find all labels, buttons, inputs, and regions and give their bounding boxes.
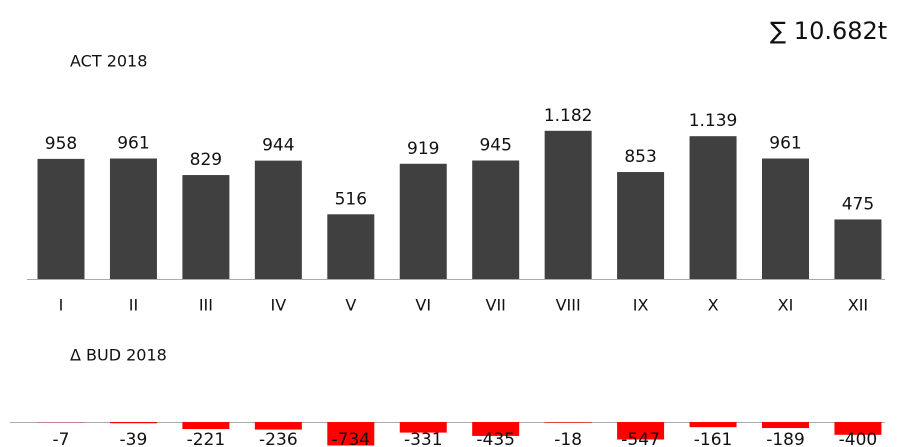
bar — [834, 422, 882, 435]
bar — [182, 422, 230, 430]
bar — [689, 136, 737, 279]
bar — [37, 158, 85, 279]
bar — [399, 422, 447, 433]
value-label: 961 — [769, 134, 801, 154]
bar — [327, 422, 375, 446]
value-label: -547 — [621, 430, 660, 447]
bar — [109, 158, 157, 279]
bar — [472, 160, 520, 279]
bar — [544, 130, 592, 279]
x-tick-label: VII — [486, 296, 506, 315]
x-tick-label: VIII — [556, 296, 581, 315]
x-tick-label: VI — [415, 296, 431, 315]
value-label: -39 — [120, 430, 148, 447]
value-label: -18 — [554, 430, 582, 447]
x-tick-label: II — [129, 296, 138, 315]
bar — [327, 214, 375, 279]
chart-title: ACT 2018 — [70, 52, 147, 71]
value-label: -435 — [476, 430, 515, 447]
value-label: -400 — [839, 430, 878, 447]
total-annotation: ∑ 10.682t — [770, 17, 887, 45]
value-label: 475 — [842, 194, 874, 214]
bar — [399, 163, 447, 279]
bar — [544, 422, 592, 423]
value-label: -221 — [187, 430, 226, 447]
x-tick-label: III — [199, 296, 213, 315]
bar — [762, 158, 809, 279]
value-label: -7 — [53, 430, 70, 447]
bar — [834, 219, 882, 279]
bar — [472, 422, 520, 436]
value-label: 961 — [117, 134, 149, 154]
bar — [762, 422, 809, 429]
bar — [109, 422, 157, 424]
value-label: 853 — [624, 147, 656, 167]
x-tick-label: IX — [633, 296, 649, 315]
value-label: 919 — [407, 139, 439, 159]
value-label: -161 — [694, 430, 733, 447]
value-label: 1.182 — [544, 106, 593, 126]
x-tick-label: V — [345, 296, 356, 315]
bar — [182, 175, 230, 279]
bar — [617, 172, 665, 279]
value-label: 958 — [45, 134, 77, 154]
value-label: 516 — [335, 189, 367, 209]
bar — [617, 422, 665, 440]
x-tick-label: XII — [848, 296, 868, 315]
value-label: -189 — [766, 430, 805, 447]
x-tick-label: XI — [778, 296, 794, 315]
chart-title: Δ BUD 2018 — [70, 346, 167, 365]
value-label: 829 — [190, 150, 222, 170]
value-label: -734 — [332, 430, 371, 447]
bar — [254, 422, 302, 430]
value-label: 945 — [479, 136, 511, 156]
value-label: 1.139 — [689, 111, 738, 131]
x-tick-label: IV — [271, 296, 287, 315]
bar — [254, 160, 302, 279]
value-label: 944 — [262, 136, 294, 156]
x-tick-label: X — [708, 296, 719, 315]
value-label: -236 — [259, 430, 298, 447]
value-label: -331 — [404, 430, 443, 447]
bar — [689, 422, 737, 428]
x-tick-label: I — [59, 296, 64, 315]
